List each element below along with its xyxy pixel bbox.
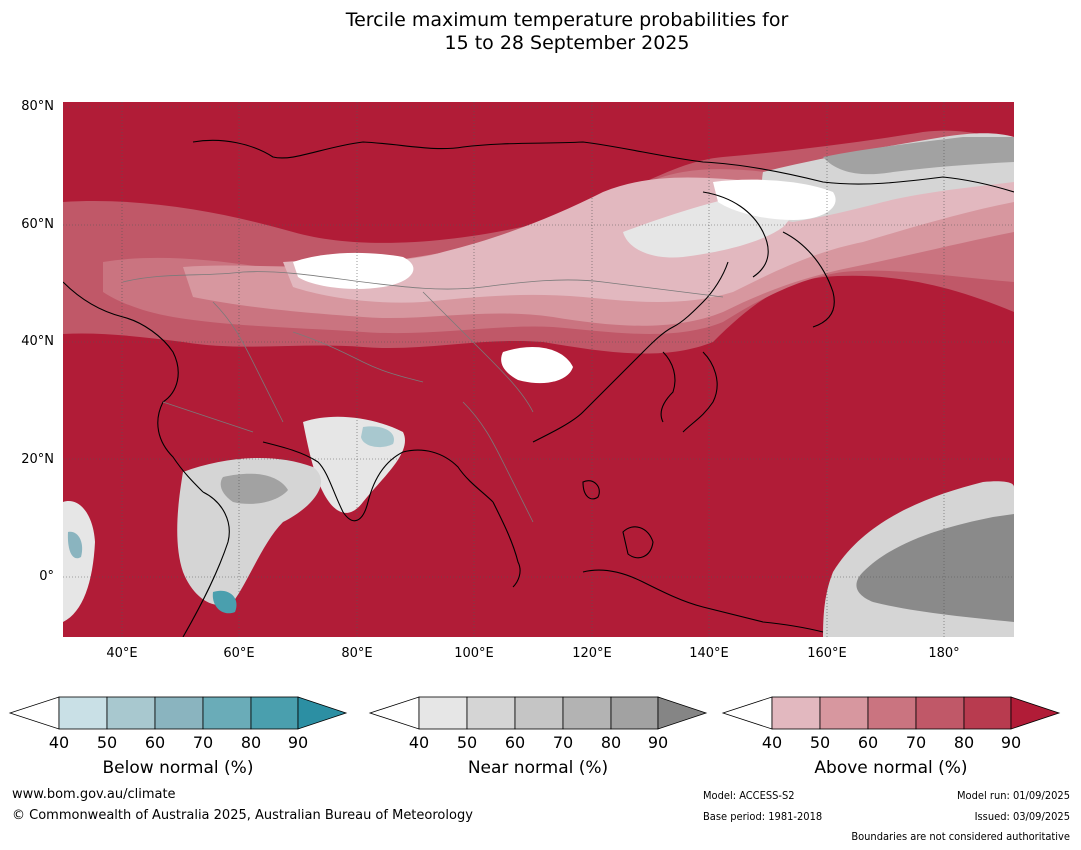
colorbar-near-swatch-4 — [562, 696, 612, 730]
region-near-north-strong — [823, 137, 1014, 175]
colorbar-below-tick: 90 — [287, 733, 309, 752]
colorbar-above-tick: 40 — [761, 733, 783, 752]
model-run-date: Model run: 01/09/2025 — [957, 789, 1070, 802]
colorbar-above-swatch-5 — [963, 696, 1012, 730]
colorbar-below-swatch-1 — [58, 696, 108, 730]
colorbar-near-tick: 60 — [504, 733, 526, 752]
lat-label-40n: 40°N — [21, 334, 54, 349]
lon-label-100e: 100°E — [454, 646, 494, 661]
colorbar-near-swatch-0 — [368, 696, 420, 730]
map-canvas — [63, 102, 1014, 637]
region-near-africa — [63, 501, 95, 622]
colorbar-above-tick: 50 — [809, 733, 831, 752]
lat-label-60n: 60°N — [21, 217, 54, 232]
lon-label-60e: 60°E — [223, 646, 255, 661]
colorbar-below-swatch-5 — [250, 696, 299, 730]
colorbar-below-tick: 50 — [96, 733, 118, 752]
model-name: Model: ACCESS-S2 — [703, 789, 795, 802]
issued-date: Issued: 03/09/2025 — [974, 810, 1070, 823]
colorbar-above-tick: 70 — [905, 733, 927, 752]
colorbar-near-tick: 40 — [408, 733, 430, 752]
colorbar-below-tick: 60 — [144, 733, 166, 752]
colorbar-below-swatch-2 — [106, 696, 156, 730]
country-borders — [122, 271, 724, 523]
colorbar-above-swatch-0 — [721, 696, 773, 730]
colorbar-below-swatches — [8, 696, 348, 730]
colorbar-near-tick: 80 — [600, 733, 622, 752]
colorbar-above-swatch-6 — [1010, 696, 1061, 730]
colorbar-near-tick: 90 — [647, 733, 669, 752]
colorbar-near-swatches — [368, 696, 708, 730]
colorbar-near-tick: 50 — [456, 733, 478, 752]
lon-label-40e: 40°E — [106, 646, 138, 661]
region-below-india — [361, 426, 394, 448]
colorbar-above-swatch-4 — [915, 696, 965, 730]
colorbar-below-swatch-6 — [297, 696, 348, 730]
lat-label-80n: 80°N — [21, 99, 54, 114]
colorbar-above-tick: 80 — [953, 733, 975, 752]
lon-label-160e: 160°E — [807, 646, 847, 661]
lon-label-80e: 80°E — [341, 646, 373, 661]
map-title-line2: 15 to 28 September 2025 — [444, 32, 690, 54]
colorbar-below-tick: 70 — [192, 733, 214, 752]
region-near-pacific-strong — [856, 514, 1014, 622]
map-title: Tercile maximum temperature probabilitie… — [0, 9, 1081, 55]
region-near-arabian-strong — [220, 473, 288, 504]
colorbar-above-tick: 90 — [1000, 733, 1022, 752]
region-below-indian-ocean — [212, 590, 237, 614]
colorbar-below — [8, 696, 350, 730]
colorbar-above-swatches — [721, 696, 1061, 730]
colorbar-above-label: Above normal (%) — [814, 758, 968, 778]
colorbar-below-tick: 80 — [240, 733, 262, 752]
colorbar-below-label: Below normal (%) — [102, 758, 254, 778]
base-period: Base period: 1981-2018 — [703, 810, 823, 823]
region-below-africa — [67, 531, 83, 559]
region-white-china — [501, 347, 573, 384]
probability-map[interactable] — [63, 102, 1014, 637]
lon-label-180: 180° — [928, 646, 960, 661]
colorbar-below-swatch-3 — [154, 696, 204, 730]
colorbar-above-swatch-1 — [771, 696, 821, 730]
colorbar-above — [721, 696, 1063, 730]
colorbar-near-swatch-1 — [418, 696, 468, 730]
region-white-kazakh — [293, 252, 414, 289]
colorbar-near — [368, 696, 710, 730]
map-title-line1: Tercile maximum temperature probabilitie… — [345, 9, 789, 31]
lon-label-120e: 120°E — [572, 646, 612, 661]
lat-label-0: 0° — [39, 569, 54, 584]
lon-label-140e: 140°E — [689, 646, 729, 661]
colorbar-above-swatch-2 — [819, 696, 869, 730]
colorbar-below-swatch-0 — [8, 696, 60, 730]
region-near-arabian — [177, 457, 322, 606]
bom-url-link[interactable]: www.bom.gov.au/climate — [12, 787, 176, 802]
colorbar-near-swatch-3 — [514, 696, 564, 730]
colorbar-above-swatch-3 — [867, 696, 917, 730]
colorbar-near-label: Near normal (%) — [467, 758, 609, 778]
colorbar-near-tick: 70 — [552, 733, 574, 752]
graticule — [63, 102, 1014, 637]
colorbar-below-swatch-4 — [202, 696, 252, 730]
coastlines — [63, 139, 1014, 637]
boundaries-disclaimer: Boundaries are not considered authoritat… — [851, 830, 1070, 843]
copyright-text: © Commonwealth of Australia 2025, Austra… — [12, 808, 473, 823]
lat-label-20n: 20°N — [21, 452, 54, 467]
colorbar-near-swatch-6 — [657, 696, 708, 730]
colorbar-below-tick: 40 — [48, 733, 70, 752]
colorbar-near-swatch-2 — [466, 696, 516, 730]
colorbar-near-swatch-5 — [610, 696, 659, 730]
colorbar-above-tick: 60 — [857, 733, 879, 752]
region-white-siberia — [713, 179, 836, 220]
